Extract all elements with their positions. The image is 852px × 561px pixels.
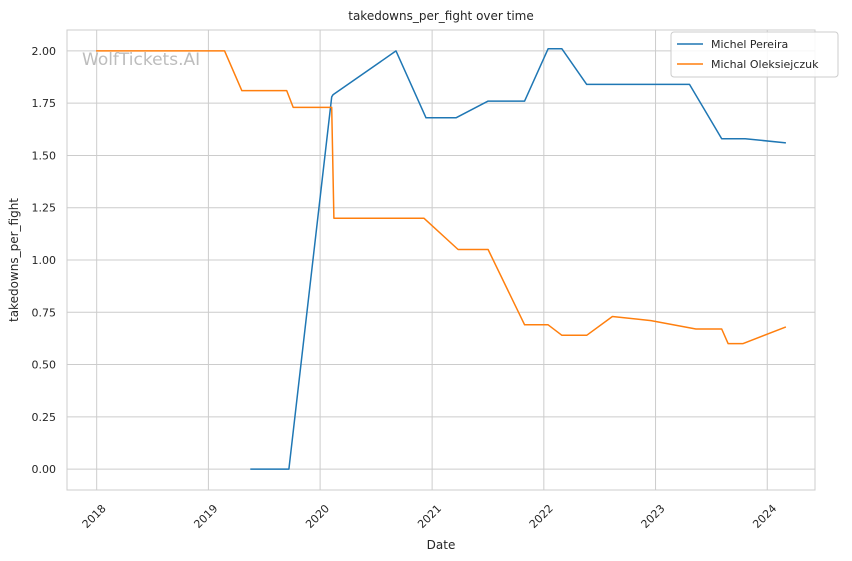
y-tick-label: 1.50: [32, 149, 57, 162]
legend-entries: Michel Pereira Michal Oleksiejczuk: [677, 38, 819, 71]
y-tick-label: 1.00: [32, 254, 57, 267]
series-line-2: [96, 50, 787, 345]
y-tick-labels: 0.00 0.25 0.50 0.75 1.00 1.25 1.50 1.75 2.00: [32, 45, 57, 476]
legend-box: [670, 31, 839, 78]
legend-label: Michel Pereira: [711, 38, 788, 51]
y-tick-label: 0.50: [32, 359, 57, 372]
chart-title: takedowns_per_fight over time: [348, 9, 534, 23]
y-tick-label: 0.75: [32, 306, 57, 319]
series-lines: [96, 48, 787, 470]
y-tick-label: 0.25: [32, 411, 57, 424]
legend-label: Michal Oleksiejczuk: [711, 58, 819, 71]
y-tick-label: 1.75: [32, 97, 57, 110]
x-axis-label: Date: [427, 538, 456, 552]
y-tick-label: 1.25: [32, 202, 57, 215]
y-tick-label: 0.00: [32, 463, 57, 476]
y-axis-label: takedowns_per_fight: [7, 198, 21, 322]
series-line-1: [250, 48, 786, 470]
legend: Michel Pereira Michal Oleksiejczuk: [670, 31, 839, 78]
watermark-text: WolfTickets.AI: [82, 50, 200, 70]
y-tick-label: 2.00: [32, 45, 57, 58]
plot-frame: [66, 29, 816, 491]
